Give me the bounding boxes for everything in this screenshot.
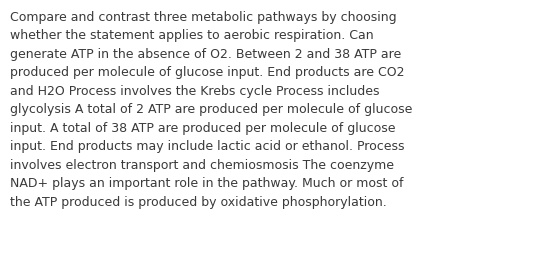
Text: Compare and contrast three metabolic pathways by choosing
whether the statement : Compare and contrast three metabolic pat… [10,11,412,209]
